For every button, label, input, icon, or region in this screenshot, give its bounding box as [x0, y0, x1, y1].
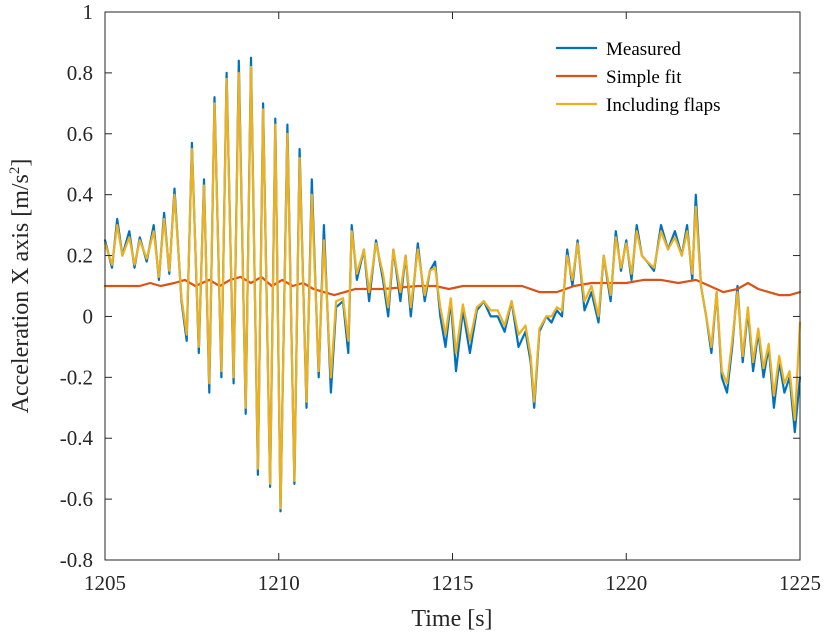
x-tick-label: 1205 — [84, 571, 126, 595]
y-tick-label: 0.2 — [67, 244, 93, 268]
tick-labels: 1205 1210 1215 1220 1225 -0.8 -0.6 -0.4 -0.2 0 0.2… — [60, 0, 821, 595]
y-tick-label: -0.8 — [60, 548, 93, 572]
y-tick-label: 0.4 — [67, 183, 94, 207]
y-axis-title-suffix: ] — [8, 159, 34, 167]
series-line-measured — [103, 56, 802, 513]
y-axis-title: Acceleration X axis [m/s2] — [7, 159, 34, 414]
y-tick-label: -0.4 — [60, 426, 94, 450]
y-axis-title-main: Acceleration X axis [m/s — [8, 174, 34, 413]
x-tick-label: 1210 — [258, 571, 300, 595]
y-tick-label: 0 — [83, 304, 94, 328]
y-tick-label: -0.6 — [60, 487, 93, 511]
legend: Measured Simple fit Including flaps — [542, 34, 772, 122]
y-tick-label: 0.6 — [67, 122, 93, 146]
y-tick-label: 0.8 — [67, 61, 93, 85]
x-tick-label: 1220 — [605, 571, 647, 595]
legend-label-simple-fit: Simple fit — [606, 67, 682, 88]
y-tick-label: -0.2 — [60, 365, 93, 389]
y-tick-label: 1 — [83, 0, 94, 24]
x-tick-label: 1225 — [779, 571, 821, 595]
x-axis-title: Time [s] — [411, 606, 492, 632]
legend-label-measured: Measured — [606, 39, 681, 60]
legend-label-including-flaps: Including flaps — [606, 95, 721, 116]
series-layer — [103, 56, 802, 513]
y-axis-title-superscript: 2 — [7, 167, 23, 175]
x-tick-label: 1215 — [432, 571, 474, 595]
ticks-layer — [104, 11, 801, 561]
series-line-including-flaps — [103, 65, 802, 510]
